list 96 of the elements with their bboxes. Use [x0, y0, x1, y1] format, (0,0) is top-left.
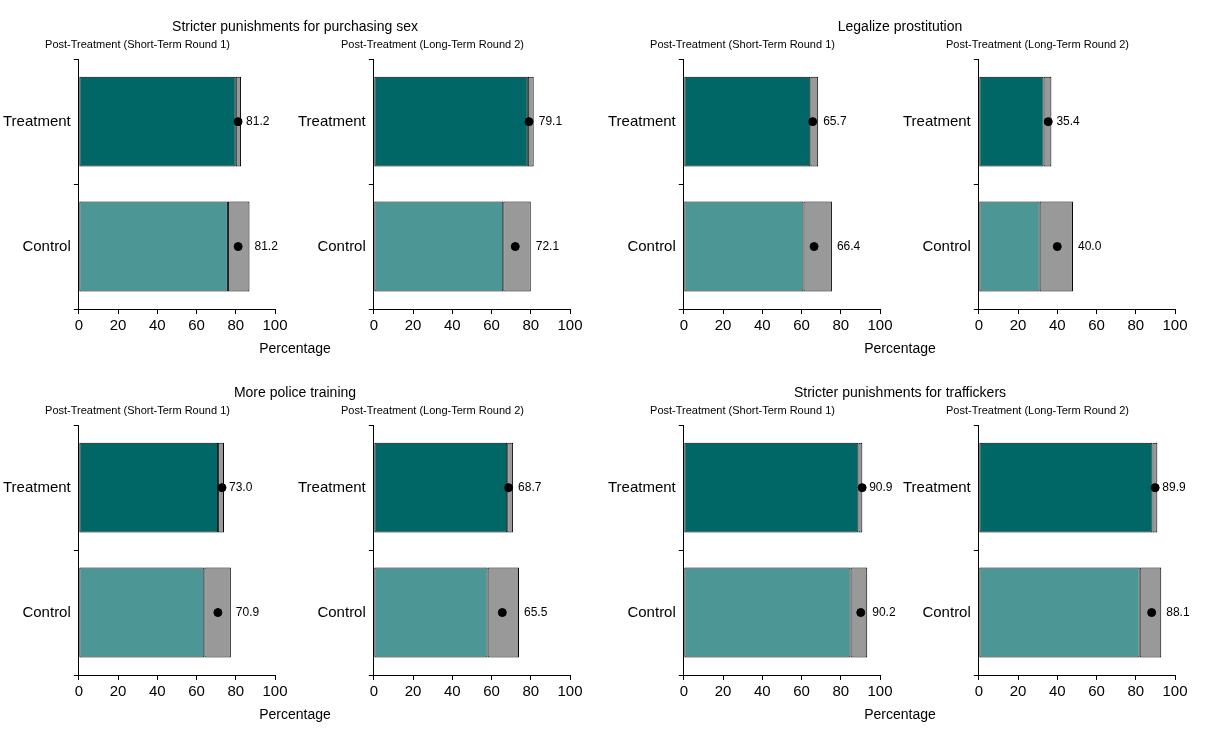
chart-subtitle: Post-Treatment (Short-Term Round 1) — [45, 403, 230, 416]
x-tick-label: 20 — [1009, 682, 1027, 700]
x-tick-label: 100 — [867, 316, 893, 334]
data-label: 65.5 — [523, 604, 548, 619]
data-label: 65.7 — [823, 113, 847, 128]
x-tick-label: 20 — [404, 316, 422, 334]
x-tick-label: 40 — [148, 682, 166, 700]
x-tick-label: 20 — [714, 316, 732, 334]
chart-subtitle: Post-Treatment (Long-Term Round 2) — [946, 403, 1129, 416]
data-label: 68.7 — [518, 479, 542, 494]
y-tick-label: Treatment — [2, 111, 72, 129]
x-tick-label: 80 — [1127, 682, 1145, 700]
x-tick-label: 20 — [109, 316, 127, 334]
y-tick-label: Treatment — [902, 477, 972, 495]
chart-title: More police training — [232, 384, 358, 400]
x-tick-label: 80 — [832, 316, 850, 334]
chart-subtitle: Post-Treatment (Long-Term Round 2) — [341, 37, 524, 50]
x-axis-title: Percentage — [863, 340, 937, 356]
y-tick-label: Control — [317, 602, 366, 620]
x-tick-label: 0 — [679, 316, 688, 334]
y-tick-label: Treatment — [297, 111, 367, 129]
x-tick-label: 0 — [369, 682, 378, 700]
x-tick-label: 60 — [1088, 316, 1105, 334]
data-label: 88.1 — [1166, 604, 1190, 619]
y-tick-label: Treatment — [297, 477, 367, 495]
x-tick-label: 80 — [227, 316, 245, 334]
x-tick-label: 40 — [443, 682, 461, 700]
chart-subtitle: Post-Treatment (Short-Term Round 1) — [45, 37, 230, 50]
data-label: 66.4 — [836, 238, 861, 253]
data-label: 89.9 — [1162, 479, 1187, 494]
x-tick-label: 40 — [753, 682, 771, 700]
x-tick-label: 80 — [522, 682, 540, 700]
chart-title: Stricter punishments for traffickers — [792, 384, 1008, 400]
data-label: 70.9 — [235, 604, 260, 619]
x-tick-label: 100 — [262, 682, 288, 700]
x-tick-label: 40 — [753, 316, 771, 334]
data-label: 72.1 — [535, 238, 560, 253]
x-tick-label: 60 — [793, 682, 810, 700]
chart-subtitle: Post-Treatment (Short-Term Round 1) — [650, 37, 835, 50]
x-axis-title: Percentage — [258, 340, 332, 356]
x-tick-label: 0 — [679, 682, 688, 700]
x-tick-label: 60 — [1088, 682, 1105, 700]
x-tick-label: 20 — [714, 682, 732, 700]
data-label: 73.0 — [229, 479, 253, 494]
x-tick-label: 20 — [404, 682, 422, 700]
x-tick-label: 100 — [867, 682, 893, 700]
x-tick-label: 100 — [262, 316, 288, 334]
y-tick-label: Treatment — [902, 111, 972, 129]
y-tick-label: Control — [922, 602, 971, 620]
x-tick-label: 40 — [148, 316, 166, 334]
x-tick-label: 60 — [483, 316, 500, 334]
x-tick-label: 0 — [974, 316, 983, 334]
x-tick-label: 60 — [793, 316, 810, 334]
x-tick-label: 80 — [1127, 316, 1145, 334]
data-label: 81.2 — [246, 113, 270, 128]
x-tick-label: 20 — [109, 682, 127, 700]
chart-subtitle: Post-Treatment (Short-Term Round 1) — [650, 403, 835, 416]
data-label: 35.4 — [1056, 113, 1081, 128]
data-label: 90.9 — [869, 479, 893, 494]
x-tick-label: 20 — [1009, 316, 1027, 334]
x-tick-label: 0 — [974, 682, 983, 700]
x-tick-label: 80 — [832, 682, 850, 700]
x-tick-label: 0 — [369, 316, 378, 334]
x-axis-title: Percentage — [258, 706, 332, 722]
x-tick-label: 60 — [188, 682, 205, 700]
y-tick-label: Control — [22, 236, 71, 254]
x-tick-label: 80 — [522, 316, 540, 334]
x-tick-label: 0 — [74, 316, 83, 334]
chart-subtitle: Post-Treatment (Long-Term Round 2) — [341, 403, 524, 416]
data-label: 40.0 — [1077, 238, 1102, 253]
chart-title: Legalize prostitution — [836, 18, 964, 34]
x-tick-label: 100 — [1162, 316, 1188, 334]
x-axis-title: Percentage — [863, 706, 937, 722]
y-tick-label: Treatment — [2, 477, 72, 495]
x-tick-label: 0 — [74, 682, 83, 700]
x-tick-label: 100 — [1162, 682, 1188, 700]
y-tick-label: Control — [627, 602, 676, 620]
y-tick-label: Control — [22, 602, 71, 620]
data-label: 90.2 — [872, 604, 896, 619]
x-tick-label: 60 — [188, 316, 205, 334]
chart-title: Stricter punishments for purchasing sex — [171, 18, 419, 34]
chart-subtitle: Post-Treatment (Long-Term Round 2) — [946, 37, 1129, 50]
x-tick-label: 40 — [1048, 316, 1066, 334]
y-tick-label: Treatment — [607, 111, 677, 129]
x-tick-label: 100 — [557, 316, 583, 334]
x-tick-label: 100 — [557, 682, 583, 700]
x-tick-label: 40 — [1048, 682, 1066, 700]
data-label: 79.1 — [538, 113, 563, 128]
x-tick-label: 80 — [227, 682, 245, 700]
y-tick-label: Treatment — [607, 477, 677, 495]
y-tick-label: Control — [922, 236, 971, 254]
x-tick-label: 40 — [443, 316, 461, 334]
data-label: 81.2 — [254, 238, 279, 253]
y-tick-label: Control — [317, 236, 366, 254]
x-tick-label: 60 — [483, 682, 500, 700]
y-tick-label: Control — [627, 236, 676, 254]
